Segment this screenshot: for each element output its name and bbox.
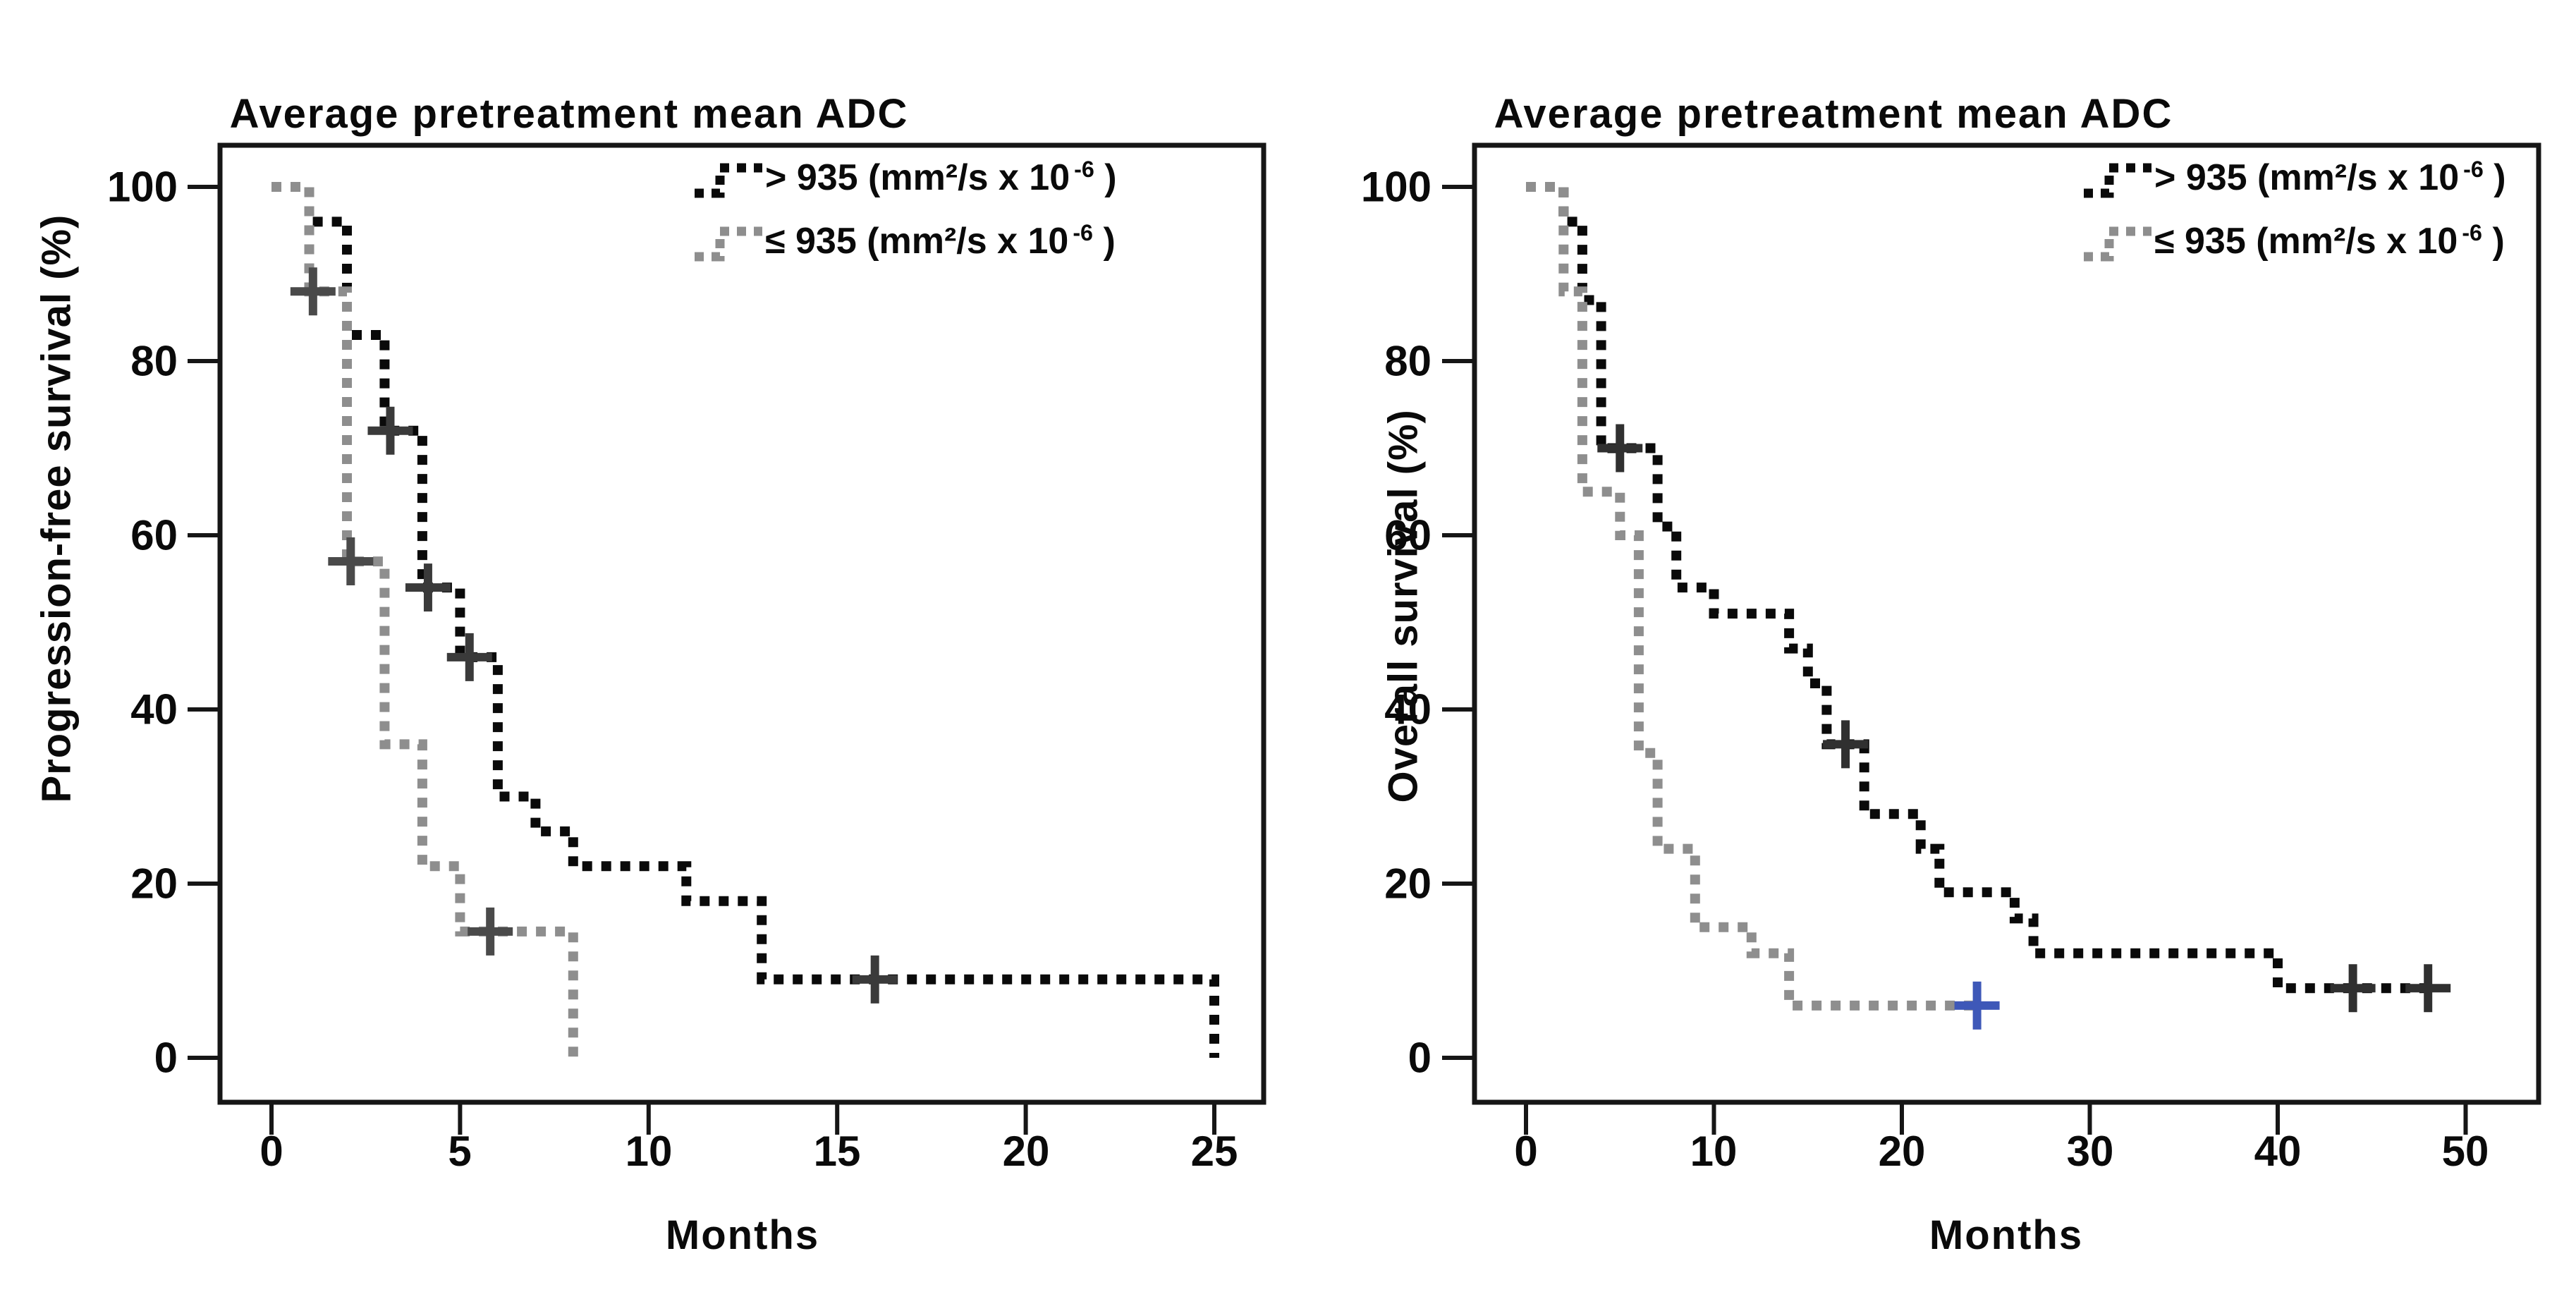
ytick-label: 80: [1384, 337, 1432, 385]
ytick-label: 60: [1384, 511, 1432, 559]
legend-entry-le935: ≤ 935 (mm²/s x 10 -6 ): [2154, 220, 2505, 262]
ytick-label: 40: [1384, 685, 1432, 733]
ytick-label: 20: [1384, 860, 1432, 908]
legend-gt935-close: ): [1094, 157, 1117, 199]
legend-gt935-exponent: -6: [2463, 156, 2484, 182]
xtick-label: 20: [1878, 1128, 1926, 1175]
plot-title-left: Average pretreatment mean ADC: [229, 91, 909, 137]
ytick-label: 100: [1360, 163, 1432, 211]
legend-gt935-exponent: -6: [1074, 156, 1094, 182]
xtick-label: 50: [2441, 1128, 2489, 1175]
plot-title-right: Average pretreatment mean ADC: [1494, 91, 2173, 137]
legend-le935-text: ≤ 935 (mm²/s x 10: [2154, 221, 2458, 262]
ytick-label: 20: [130, 860, 178, 908]
legend-gt935-close: ): [2483, 157, 2506, 199]
xtick-label: 5: [448, 1128, 472, 1175]
legend-le935-close: ): [2482, 221, 2505, 262]
ytick-label: 60: [130, 511, 178, 559]
ytick-label: 0: [1408, 1034, 1432, 1082]
x-axis-label-left: Months: [665, 1212, 820, 1258]
legend-entry-le935: ≤ 935 (mm²/s x 10 -6 ): [765, 220, 1116, 262]
y-axis-label-left: Progression-free survival (%): [33, 214, 80, 803]
legend-entry-gt935: > 935 (mm²/s x 10 -6 ): [2154, 157, 2506, 199]
legend-le935-close: ): [1093, 221, 1116, 262]
xtick-label: 15: [813, 1128, 861, 1175]
legend-le935-text: ≤ 935 (mm²/s x 10: [765, 221, 1069, 262]
xtick-label: 0: [260, 1128, 283, 1175]
legend-le935-exponent: -6: [2462, 219, 2482, 245]
x-axis-label-right: Months: [1929, 1212, 2084, 1258]
ytick-label: 100: [106, 163, 178, 211]
legend-entry-gt935: > 935 (mm²/s x 10 -6 ): [765, 157, 1117, 199]
ytick-label: 0: [154, 1034, 178, 1082]
ytick-label: 80: [130, 337, 178, 385]
legend-le935-exponent: -6: [1073, 219, 1093, 245]
legend-gt935-text: > 935 (mm²/s x 10: [765, 157, 1070, 199]
xtick-label: 30: [2066, 1128, 2114, 1175]
y-axis-label-right: Overall survival (%): [1380, 409, 1427, 803]
xtick-label: 25: [1190, 1128, 1238, 1175]
xtick-label: 10: [1690, 1128, 1738, 1175]
ytick-label: 40: [130, 685, 178, 733]
xtick-label: 10: [625, 1128, 673, 1175]
xtick-label: 20: [1002, 1128, 1050, 1175]
xtick-label: 40: [2254, 1128, 2302, 1175]
xtick-label: 0: [1514, 1128, 1538, 1175]
legend-gt935-text: > 935 (mm²/s x 10: [2154, 157, 2460, 199]
